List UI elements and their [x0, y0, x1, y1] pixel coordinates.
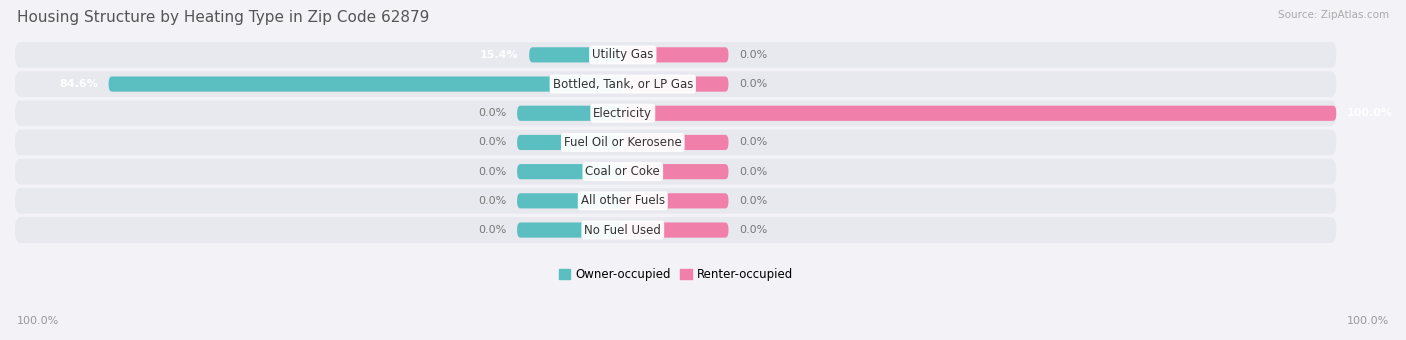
Text: Fuel Oil or Kerosene: Fuel Oil or Kerosene [564, 136, 682, 149]
Text: 0.0%: 0.0% [740, 79, 768, 89]
FancyBboxPatch shape [15, 188, 1336, 214]
FancyBboxPatch shape [623, 135, 728, 150]
FancyBboxPatch shape [623, 222, 728, 238]
Text: Housing Structure by Heating Type in Zip Code 62879: Housing Structure by Heating Type in Zip… [17, 10, 429, 25]
Text: 100.0%: 100.0% [1347, 317, 1389, 326]
Text: 100.0%: 100.0% [17, 317, 59, 326]
Text: 0.0%: 0.0% [740, 137, 768, 148]
Text: Bottled, Tank, or LP Gas: Bottled, Tank, or LP Gas [553, 78, 693, 90]
Text: 0.0%: 0.0% [740, 50, 768, 60]
Text: Coal or Coke: Coal or Coke [585, 165, 661, 178]
Text: 0.0%: 0.0% [478, 137, 506, 148]
FancyBboxPatch shape [517, 193, 623, 208]
Text: Electricity: Electricity [593, 107, 652, 120]
FancyBboxPatch shape [15, 130, 1336, 155]
FancyBboxPatch shape [108, 76, 623, 92]
FancyBboxPatch shape [623, 106, 1336, 121]
FancyBboxPatch shape [15, 217, 1336, 243]
Text: 0.0%: 0.0% [740, 167, 768, 177]
Text: 0.0%: 0.0% [478, 225, 506, 235]
FancyBboxPatch shape [623, 164, 728, 179]
FancyBboxPatch shape [623, 76, 728, 92]
FancyBboxPatch shape [517, 222, 623, 238]
Text: Utility Gas: Utility Gas [592, 48, 654, 61]
Text: 0.0%: 0.0% [478, 196, 506, 206]
FancyBboxPatch shape [15, 71, 1336, 97]
Legend: Owner-occupied, Renter-occupied: Owner-occupied, Renter-occupied [554, 264, 797, 286]
Text: 15.4%: 15.4% [479, 50, 519, 60]
FancyBboxPatch shape [517, 106, 623, 121]
FancyBboxPatch shape [15, 42, 1336, 68]
Text: No Fuel Used: No Fuel Used [585, 223, 661, 237]
FancyBboxPatch shape [623, 47, 728, 63]
FancyBboxPatch shape [15, 159, 1336, 185]
Text: 0.0%: 0.0% [478, 167, 506, 177]
Text: 0.0%: 0.0% [740, 225, 768, 235]
Text: 0.0%: 0.0% [478, 108, 506, 118]
Text: 84.6%: 84.6% [59, 79, 98, 89]
FancyBboxPatch shape [623, 193, 728, 208]
FancyBboxPatch shape [15, 100, 1336, 126]
FancyBboxPatch shape [529, 47, 623, 63]
Text: All other Fuels: All other Fuels [581, 194, 665, 207]
Text: 100.0%: 100.0% [1347, 108, 1393, 118]
Text: 0.0%: 0.0% [740, 196, 768, 206]
Text: Source: ZipAtlas.com: Source: ZipAtlas.com [1278, 10, 1389, 20]
FancyBboxPatch shape [517, 135, 623, 150]
FancyBboxPatch shape [517, 164, 623, 179]
